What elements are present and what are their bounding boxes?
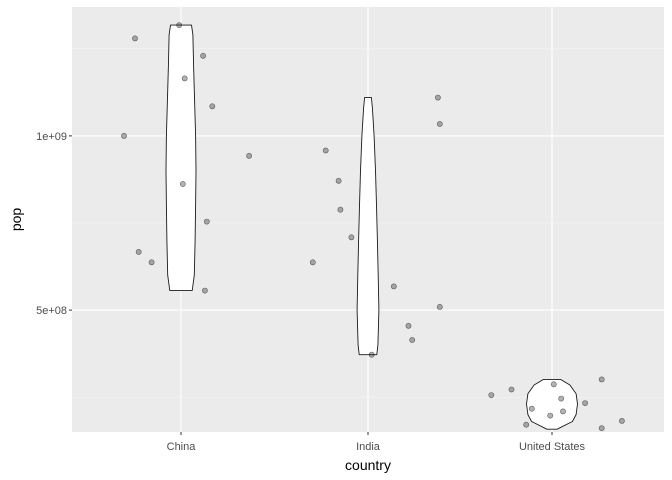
- data-point: [132, 35, 138, 42]
- data-point: [598, 376, 605, 383]
- jitter-points: [121, 22, 625, 432]
- x-tick-label: China: [167, 441, 197, 453]
- data-point: [335, 177, 342, 184]
- data-point: [200, 52, 206, 59]
- data-point: [528, 405, 535, 412]
- x-axis-title: country: [345, 457, 391, 473]
- data-point: [309, 259, 316, 266]
- y-tick-label: 5e+08: [36, 305, 67, 317]
- data-point: [434, 94, 441, 101]
- data-point: [436, 121, 443, 127]
- y-axis-title: pop: [8, 208, 24, 232]
- violin-united-states: [526, 378, 578, 430]
- data-point: [405, 322, 412, 329]
- data-point: [547, 412, 554, 419]
- data-point: [179, 181, 186, 187]
- data-point: [348, 234, 355, 241]
- data-point: [560, 408, 566, 415]
- data-point: [121, 132, 127, 139]
- y-tick-label: 1e+09: [36, 131, 67, 143]
- data-point: [598, 425, 605, 432]
- data-point: [322, 147, 329, 154]
- x-tick-label: United States: [519, 441, 586, 453]
- data-point: [619, 417, 625, 424]
- data-point: [148, 259, 155, 266]
- data-point: [337, 206, 344, 213]
- data-point: [436, 303, 443, 310]
- data-point: [508, 386, 515, 393]
- x-tick-label: India: [356, 441, 381, 453]
- data-point: [135, 248, 142, 255]
- data-point: [176, 22, 183, 28]
- data-point: [368, 351, 375, 358]
- data-point: [209, 103, 216, 110]
- violin-india: [356, 97, 380, 356]
- data-point: [390, 283, 397, 290]
- data-point: [558, 395, 565, 402]
- violins: [165, 24, 578, 430]
- data-point: [550, 381, 557, 388]
- y-axis: 5e+08 1e+09: [36, 131, 72, 317]
- data-point: [246, 152, 252, 159]
- data-point: [582, 400, 588, 406]
- data-point: [181, 75, 188, 82]
- violin-china: [165, 24, 197, 292]
- data-point: [523, 421, 530, 428]
- data-point: [409, 337, 416, 343]
- data-point: [203, 218, 210, 225]
- data-point: [488, 392, 495, 398]
- x-axis: China India United States: [167, 432, 586, 453]
- data-point: [201, 287, 208, 294]
